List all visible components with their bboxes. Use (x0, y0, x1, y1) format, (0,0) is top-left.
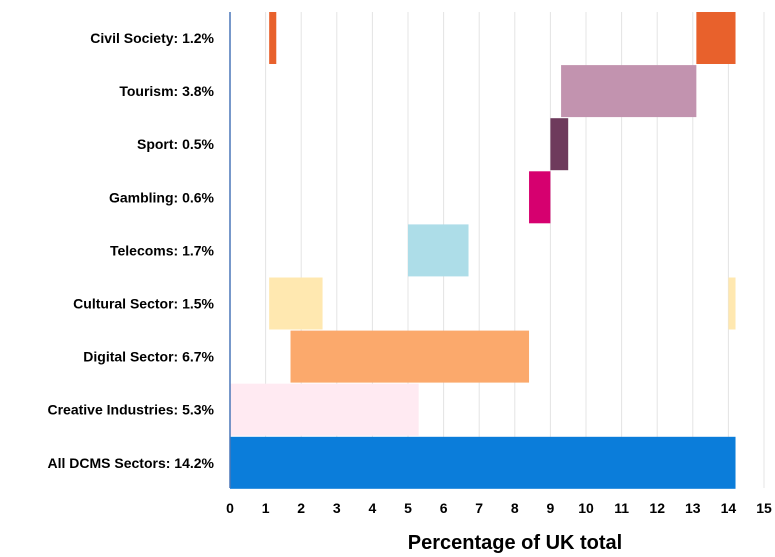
bar-segment (561, 65, 697, 118)
x-tick-label: 11 (614, 500, 629, 516)
x-tick-label: 14 (721, 500, 737, 516)
bar-segment (696, 12, 736, 64)
bar-segment (230, 436, 736, 489)
bar-segment (269, 12, 277, 64)
x-tick-label: 3 (333, 500, 341, 516)
x-tick-label: 12 (649, 500, 665, 516)
x-tick-label: 13 (685, 500, 701, 516)
x-tick-label: 1 (262, 500, 270, 516)
category-labels: Civil Society: 1.2% Tourism: 3.8% Sport: 0… (47, 30, 214, 471)
bar-segment (550, 118, 569, 171)
category-label: Civil Society: 1.2% (90, 30, 214, 46)
category-label: Sport: 0.5% (137, 136, 215, 152)
category-label: All DCMS Sectors: 14.2% (48, 455, 215, 471)
x-tick-label: 15 (756, 500, 772, 516)
bar-segment (269, 277, 323, 330)
x-tick-label: 6 (440, 500, 448, 516)
bar-segment (529, 171, 551, 224)
bar-segment (408, 224, 469, 277)
x-tick-label: 2 (297, 500, 305, 516)
x-tick-label: 0 (226, 500, 234, 516)
x-tick-label: 10 (578, 500, 594, 516)
x-tick-label: 9 (547, 500, 555, 516)
x-tick-label: 4 (369, 500, 377, 516)
x-axis-title: Percentage of UK total (408, 532, 622, 554)
category-label: Tourism: 3.8% (119, 83, 214, 99)
x-tick-labels: 0 1 2 3 4 5 6 7 8 9 10 11 12 13 14 15 (226, 500, 772, 516)
x-tick-label: 8 (511, 500, 519, 516)
bar-segment (230, 383, 419, 436)
category-label: Cultural Sector: 1.5% (73, 296, 214, 312)
category-label: Telecoms: 1.7% (110, 242, 215, 258)
bar-segment (728, 277, 736, 330)
x-tick-label: 5 (404, 500, 412, 516)
bars (230, 12, 736, 489)
category-label: Gambling: 0.6% (109, 189, 215, 205)
bar-segment (290, 330, 530, 383)
category-label: Creative Industries: 5.3% (47, 402, 214, 418)
category-label: Digital Sector: 6.7% (83, 349, 214, 365)
x-tick-label: 7 (475, 500, 483, 516)
